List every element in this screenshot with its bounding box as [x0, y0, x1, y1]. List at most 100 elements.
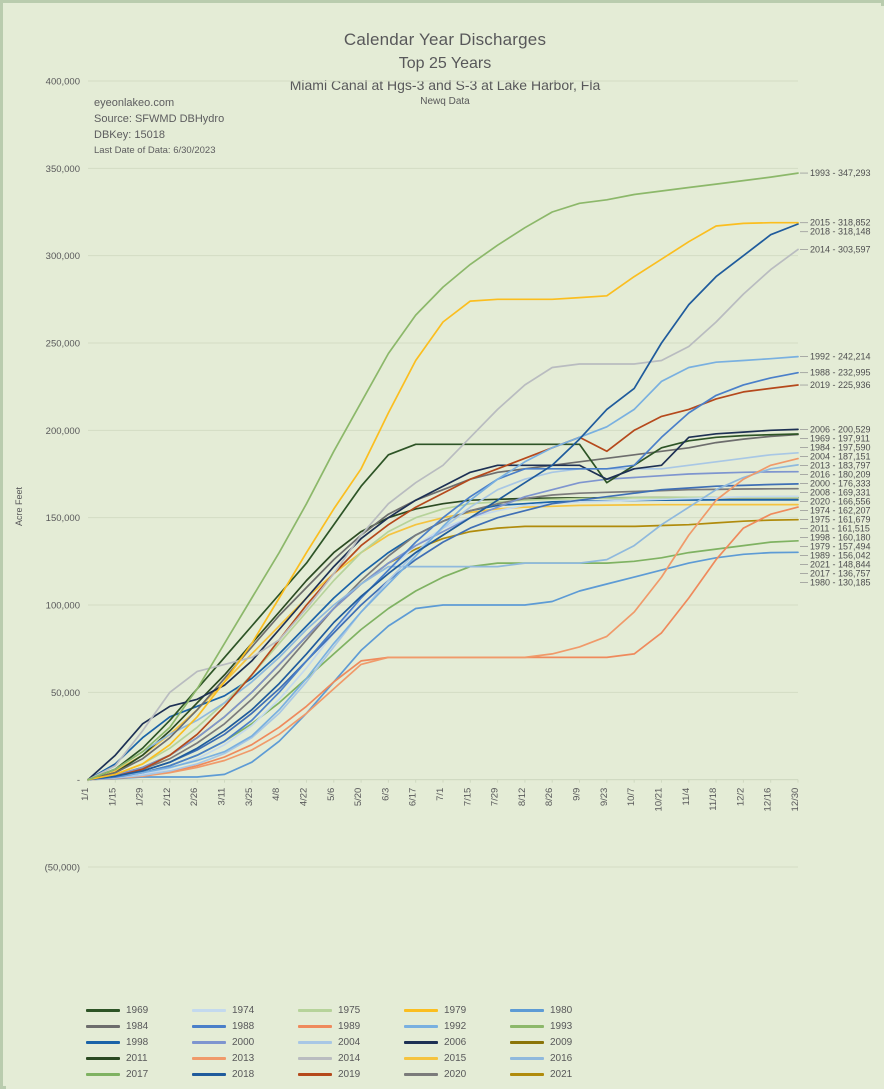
legend-swatch — [192, 1072, 226, 1076]
legend-swatch — [510, 1040, 544, 1044]
legend-swatch — [192, 1024, 226, 1028]
legend-item-1988[interactable]: 1988 — [192, 1021, 298, 1032]
note-source: Source: SFWMD DBHydro — [94, 112, 225, 125]
chart-canvas: Calendar Year Discharges Top 25 Years Mi… — [6, 6, 884, 1089]
legend-swatch — [404, 1024, 438, 1028]
legend-label: 1993 — [550, 1020, 573, 1032]
legend-swatch — [192, 1008, 226, 1012]
note-website: eyeonlakeo.com — [94, 97, 175, 109]
legend-label: 1980 — [550, 1004, 573, 1016]
x-axis-tick-label: 3/25 — [244, 788, 255, 807]
legend-row: 1998 2000 2004 2006 2009 — [86, 1034, 826, 1050]
legend-swatch — [404, 1072, 438, 1076]
legend-item-1993[interactable]: 1993 — [510, 1021, 616, 1032]
legend-label: 1989 — [338, 1020, 361, 1032]
x-axis-tick-label: 2/26 — [189, 788, 200, 807]
series-end-label: 2008 - 169,331 — [810, 487, 871, 497]
series-end-label: 2000 - 176,333 — [810, 478, 871, 488]
series-end-label: 2006 - 200,529 — [810, 424, 871, 434]
series-line-2014 — [87, 248, 799, 781]
x-axis-tick-label: 4/22 — [298, 788, 309, 807]
legend-row: 2011 2013 2014 2015 2016 — [86, 1050, 826, 1066]
series-line-1969 — [87, 433, 799, 781]
legend-item-2015[interactable]: 2015 — [404, 1053, 510, 1064]
legend-item-2020[interactable]: 2020 — [404, 1069, 510, 1080]
series-end-label: 1980 - 130,185 — [810, 577, 871, 587]
legend-item-1979[interactable]: 1979 — [404, 1005, 510, 1016]
x-axis-tick-label: 2/12 — [162, 788, 173, 807]
legend-item-2016[interactable]: 2016 — [510, 1053, 616, 1064]
legend-item-2018[interactable]: 2018 — [192, 1069, 298, 1080]
series-end-label: 1984 - 197,590 — [810, 442, 871, 452]
legend-swatch — [86, 1024, 120, 1028]
legend-item-2017[interactable]: 2017 — [86, 1069, 192, 1080]
series-line-1988 — [87, 371, 799, 781]
x-axis-tick-label: 5/20 — [353, 788, 364, 807]
legend-label: 1974 — [232, 1004, 255, 1016]
x-axis-tick-label: 8/12 — [517, 788, 528, 807]
chart-subtitle-dataset: Newq Data — [420, 96, 470, 107]
series-line-2020 — [87, 487, 799, 781]
legend-item-2014[interactable]: 2014 — [298, 1053, 404, 1064]
series-end-label: 2013 - 183,797 — [810, 460, 871, 470]
series-end-label: 1989 - 156,042 — [810, 550, 871, 560]
series-line-2000 — [87, 470, 799, 781]
y-axis-tick-label: (50,000) — [45, 863, 80, 874]
legend-item-2019[interactable]: 2019 — [298, 1069, 404, 1080]
legend-item-1998[interactable]: 1998 — [86, 1037, 192, 1048]
legend-label: 2016 — [550, 1052, 573, 1064]
legend-swatch — [510, 1024, 544, 1028]
legend-item-1992[interactable]: 1992 — [404, 1021, 510, 1032]
legend-label: 2021 — [550, 1068, 573, 1080]
series-line-2021 — [87, 518, 799, 781]
legend-label: 1984 — [126, 1020, 149, 1032]
series-line-1975 — [87, 496, 799, 781]
legend-swatch — [298, 1072, 332, 1076]
legend-item-1974[interactable]: 1974 — [192, 1005, 298, 1016]
series-line-2008 — [87, 483, 799, 781]
legend-item-1975[interactable]: 1975 — [298, 1005, 404, 1016]
legend-swatch — [86, 1056, 120, 1060]
legend-item-2021[interactable]: 2021 — [510, 1069, 616, 1080]
series-line-1984 — [87, 433, 799, 781]
legend-item-1989[interactable]: 1989 — [298, 1021, 404, 1032]
legend-item-1969[interactable]: 1969 — [86, 1005, 192, 1016]
source-notes: eyeonlakeo.com Source: SFWMD DBHydro DBK… — [94, 96, 224, 158]
legend-item-1984[interactable]: 1984 — [86, 1021, 192, 1032]
legend-label: 2017 — [126, 1068, 149, 1080]
x-axis-tick-label: 6/3 — [380, 788, 391, 801]
x-axis-tick-label: 1/29 — [135, 788, 146, 807]
legend-label: 1979 — [444, 1004, 467, 1016]
legend-swatch — [510, 1008, 544, 1012]
legend-item-1980[interactable]: 1980 — [510, 1005, 616, 1016]
legend-swatch — [510, 1056, 544, 1060]
series-end-label: 1975 - 161,679 — [810, 514, 871, 524]
legend-item-2006[interactable]: 2006 — [404, 1037, 510, 1048]
legend-label: 2011 — [126, 1052, 148, 1064]
series-end-label: 1979 - 157,494 — [810, 541, 871, 551]
legend-item-2013[interactable]: 2013 — [192, 1053, 298, 1064]
x-axis-tick-label: 1/15 — [107, 788, 118, 807]
x-axis-tick-label: 3/11 — [217, 788, 228, 806]
legend-item-2004[interactable]: 2004 — [298, 1037, 404, 1048]
x-axis-tick-label: 8/26 — [544, 788, 555, 807]
legend-item-2011[interactable]: 2011 — [86, 1053, 192, 1064]
series-end-label: 1988 - 232,995 — [810, 368, 871, 378]
legend-swatch — [86, 1040, 120, 1044]
legend-item-2000[interactable]: 2000 — [192, 1037, 298, 1048]
series-end-label: 2019 - 225,936 — [810, 380, 871, 390]
legend-label: 2004 — [338, 1036, 361, 1048]
series-line-2013 — [87, 457, 799, 781]
x-axis-tick-label: 10/21 — [653, 788, 664, 812]
x-axis-tick-label: 1/1 — [80, 788, 91, 801]
series-end-label: 1998 - 160,180 — [810, 532, 871, 542]
legend-row: 2017 2018 2019 2020 2021 — [86, 1066, 826, 1082]
legend-item-2009[interactable]: 2009 — [510, 1037, 616, 1048]
series-end-label: 2015 - 318,852 — [810, 218, 871, 228]
note-lastdate: Last Date of Data: 6/30/2023 — [94, 144, 216, 156]
legend-label: 2019 — [338, 1068, 361, 1080]
y-axis-tick-label: 400,000 — [46, 77, 80, 88]
series-end-label: 2018 - 318,148 — [810, 227, 871, 237]
legend-label: 1975 — [338, 1004, 361, 1016]
legend-swatch — [404, 1056, 438, 1060]
